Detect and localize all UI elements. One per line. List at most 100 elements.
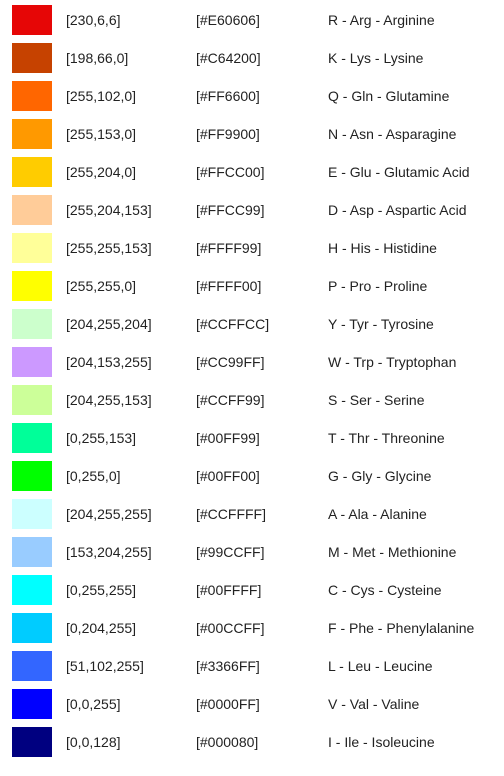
hex-value: [#99CCFF] [196,544,265,560]
hex-value: [#FFFF99] [196,240,262,256]
amino-acid-name: P - Pro - Proline [328,278,428,294]
rgb-value: [204,255,153] [66,392,152,408]
color-swatch [12,195,52,225]
color-swatch [12,233,52,263]
color-swatch [12,651,52,681]
rgb-value: [198,66,0] [66,50,129,66]
rgb-value: [255,204,153] [66,202,152,218]
hex-value: [#CCFFCC] [196,316,270,332]
rgb-value: [0,204,255] [66,620,137,636]
legend-row: [255,204,0] [#FFCC00] E - Glu - Glutamic A… [0,152,504,190]
hex-value: [#00FFFF] [196,582,262,598]
amino-acid-name: Y - Tyr - Tyrosine [328,316,434,332]
amino-acid-name: N - Asn - Asparagine [328,126,457,142]
hex-value: [#FF6600] [196,88,260,104]
rgb-value: [153,204,255] [66,544,152,560]
amino-acid-name: Q - Gln - Glutamine [328,88,450,104]
color-swatch [12,5,52,35]
legend-row: [0,255,255] [#00FFFF] C - Cys - Cysteine [0,570,504,608]
color-swatch [12,119,52,149]
amino-acid-name: T - Thr - Threonine [328,430,445,446]
color-swatch [12,499,52,529]
hex-value: [#3366FF] [196,658,260,674]
color-swatch [12,575,52,605]
legend-row: [204,153,255] [#CC99FF] W - Trp - Tryptoph… [0,342,504,380]
color-swatch [12,727,52,757]
rgb-value: [0,0,128] [66,734,121,750]
rgb-value: [204,153,255] [66,354,152,370]
color-swatch [12,157,52,187]
amino-acid-name: S - Ser - Serine [328,392,425,408]
amino-acid-name: I - Ile - Isoleucine [328,734,435,750]
amino-acid-name: L - Leu - Leucine [328,658,433,674]
legend-row: [153,204,255] [#99CCFF] M - Met - Methioni… [0,532,504,570]
hex-value: [#FF9900] [196,126,260,142]
rgb-value: [204,255,255] [66,506,152,522]
color-swatch [12,423,52,453]
legend-row: [230,6,6] [#E60606] R - Arg - Arginine [0,0,504,38]
hex-value: [#FFCC00] [196,164,265,180]
rgb-value: [0,255,153] [66,430,137,446]
amino-acid-name: D - Asp - Aspartic Acid [328,202,467,218]
legend-row: [255,255,0] [#FFFF00] P - Pro - Proline [0,266,504,304]
rgb-value: [51,102,255] [66,658,144,674]
legend-row: [0,0,128] [#000080] I - Ile - Isoleucine [0,722,504,760]
hex-value: [#CC99FF] [196,354,265,370]
rgb-value: [204,255,204] [66,316,152,332]
amino-acid-name: V - Val - Valine [328,696,420,712]
color-swatch [12,81,52,111]
color-swatch [12,271,52,301]
legend-row: [0,0,255] [#0000FF] V - Val - Valine [0,684,504,722]
amino-acid-name: M - Met - Methionine [328,544,457,560]
color-swatch [12,347,52,377]
hex-value: [#FFCC99] [196,202,265,218]
rgb-value: [0,255,0] [66,468,121,484]
rgb-value: [0,255,255] [66,582,137,598]
hex-value: [#C64200] [196,50,261,66]
color-swatch [12,385,52,415]
legend-row: [255,153,0] [#FF9900] N - Asn - Asparagine [0,114,504,152]
hex-value: [#FFFF00] [196,278,262,294]
amino-acid-name: C - Cys - Cysteine [328,582,442,598]
hex-value: [#E60606] [196,12,260,28]
rgb-value: [255,204,0] [66,164,137,180]
amino-acid-name: F - Phe - Phenylalanine [328,620,475,636]
hex-value: [#000080] [196,734,259,750]
rgb-value: [255,255,153] [66,240,152,256]
rgb-value: [255,102,0] [66,88,137,104]
legend-row: [0,255,153] [#00FF99] T - Thr - Threonine [0,418,504,456]
legend-row: [0,255,0] [#00FF00] G - Gly - Glycine [0,456,504,494]
hex-value: [#CCFFFF] [196,506,266,522]
amino-acid-name: K - Lys - Lysine [328,50,424,66]
color-swatch [12,309,52,339]
hex-value: [#00CCFF] [196,620,265,636]
rgb-value: [255,255,0] [66,278,137,294]
hex-value: [#0000FF] [196,696,260,712]
legend-row: [204,255,204] [#CCFFCC] Y - Tyr - Tyrosine [0,304,504,342]
legend-row: [0,204,255] [#00CCFF] F - Phe - Phenylalan… [0,608,504,646]
legend-row: [198,66,0] [#C64200] K - Lys - Lysine [0,38,504,76]
legend-row: [51,102,255] [#3366FF] L - Leu - Leucine [0,646,504,684]
amino-acid-name: A - Ala - Alanine [328,506,427,522]
legend-row: [255,102,0] [#FF6600] Q - Gln - Glutamine [0,76,504,114]
rgb-value: [0,0,255] [66,696,121,712]
amino-acid-name: H - His - Histidine [328,240,437,256]
legend-row: [255,255,153] [#FFFF99] H - His - Histidin… [0,228,504,266]
legend-row: [255,204,153] [#FFCC99] D - Asp - Aspartic… [0,190,504,228]
color-swatch [12,461,52,491]
hex-value: [#CCFF99] [196,392,265,408]
amino-acid-color-legend: [230,6,6] [#E60606] R - Arg - Arginine [198… [0,0,504,760]
amino-acid-name: R - Arg - Arginine [328,12,435,28]
amino-acid-name: E - Glu - Glutamic Acid [328,164,470,180]
legend-row: [204,255,255] [#CCFFFF] A - Ala - Alanine [0,494,504,532]
amino-acid-name: W - Trp - Tryptophan [328,354,457,370]
rgb-value: [230,6,6] [66,12,121,28]
hex-value: [#00FF00] [196,468,260,484]
color-swatch [12,43,52,73]
amino-acid-name: G - Gly - Glycine [328,468,432,484]
color-swatch [12,613,52,643]
rgb-value: [255,153,0] [66,126,137,142]
legend-row: [204,255,153] [#CCFF99] S - Ser - Serine [0,380,504,418]
hex-value: [#00FF99] [196,430,260,446]
color-swatch [12,537,52,567]
